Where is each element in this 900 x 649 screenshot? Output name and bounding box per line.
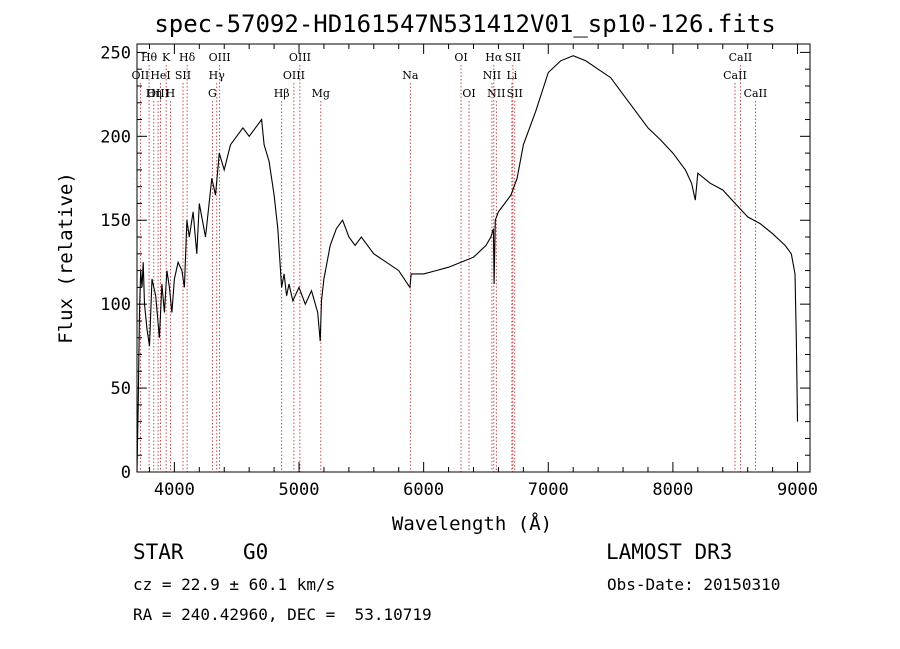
marker-label-9: OIII [209,51,231,64]
chart-title: spec-57092-HD161547N531412V01_sp10-126.f… [154,10,775,38]
marker-label-11: G [208,87,217,100]
marker-label-27: CaII [744,87,768,100]
marker-label-19: Hα [485,51,503,64]
redshift-velocity: cz = 22.9 ± 60.1 km/s [133,575,336,594]
marker-label-12: Hβ [274,87,290,100]
x-tick-label-4: 8000 [652,480,693,500]
x-tick-label-1: 5000 [279,480,320,500]
y-axis-label: Flux (relative) [55,172,77,344]
x-axis-label: Wavelength (Å) [392,512,552,535]
marker-label-22: SII [505,51,521,64]
marker-label-26: CaII [723,69,747,82]
x-tick-label-5: 9000 [777,480,818,500]
marker-label-24: SII [507,87,523,100]
marker-label-4: HeI [150,69,170,82]
marker-label-23: Li [506,69,517,82]
x-tick-label-3: 7000 [528,480,569,500]
marker-label-25: CaII [729,51,753,64]
marker-label-6: SII [175,69,191,82]
marker-label-18: OI [462,87,475,100]
observation-date: Obs-Date: 20150310 [607,575,781,594]
marker-label-10: Hγ [209,69,226,82]
marker-label-7: H [166,87,176,100]
y-tick-label-4: 200 [100,127,131,147]
marker-label-17: OI [454,51,467,64]
marker-label-16: Na [402,69,419,82]
marker-label-20: NII [483,69,501,82]
y-tick-label-5: 250 [100,43,131,63]
object-class: STAR [133,540,184,564]
survey-name: LAMOST DR3 [606,540,733,564]
spectral-line-markers: Hθ OII OIII K HeI Hη SII H Hδ OIII Hγ G Hβ OIII OIII Mg… [132,51,768,472]
x-tick-label-2: 6000 [403,480,444,500]
marker-label-21: NII [487,87,505,100]
y-tick-label-1: 50 [111,379,131,399]
x-tick-label-0: 4000 [154,480,195,500]
axes-ticks: 4000 5000 6000 7000 8000 9000 0 50 100 150 200 250 [100,43,818,500]
plot-area [136,55,799,473]
plot-frame [136,43,811,473]
marker-label-5: Hη [146,87,162,100]
marker-label-3: K [162,51,171,64]
spectrum-line [136,55,799,473]
object-subclass: G0 [243,540,269,564]
marker-label-15: Mg [312,87,330,100]
marker-label-2: OIII [147,87,169,100]
y-tick-label-2: 100 [100,295,131,315]
coordinates: RA = 240.42960, DEC = 53.10719 [133,605,432,624]
marker-label-14: OIII [283,69,305,82]
marker-label-8: Hδ [179,51,196,64]
y-tick-label-3: 150 [100,211,131,231]
marker-label-13: OIII [289,51,311,64]
y-tick-label-0: 0 [121,463,131,483]
marker-label-0: Hθ [141,51,158,64]
marker-label-1: OII [132,69,150,82]
